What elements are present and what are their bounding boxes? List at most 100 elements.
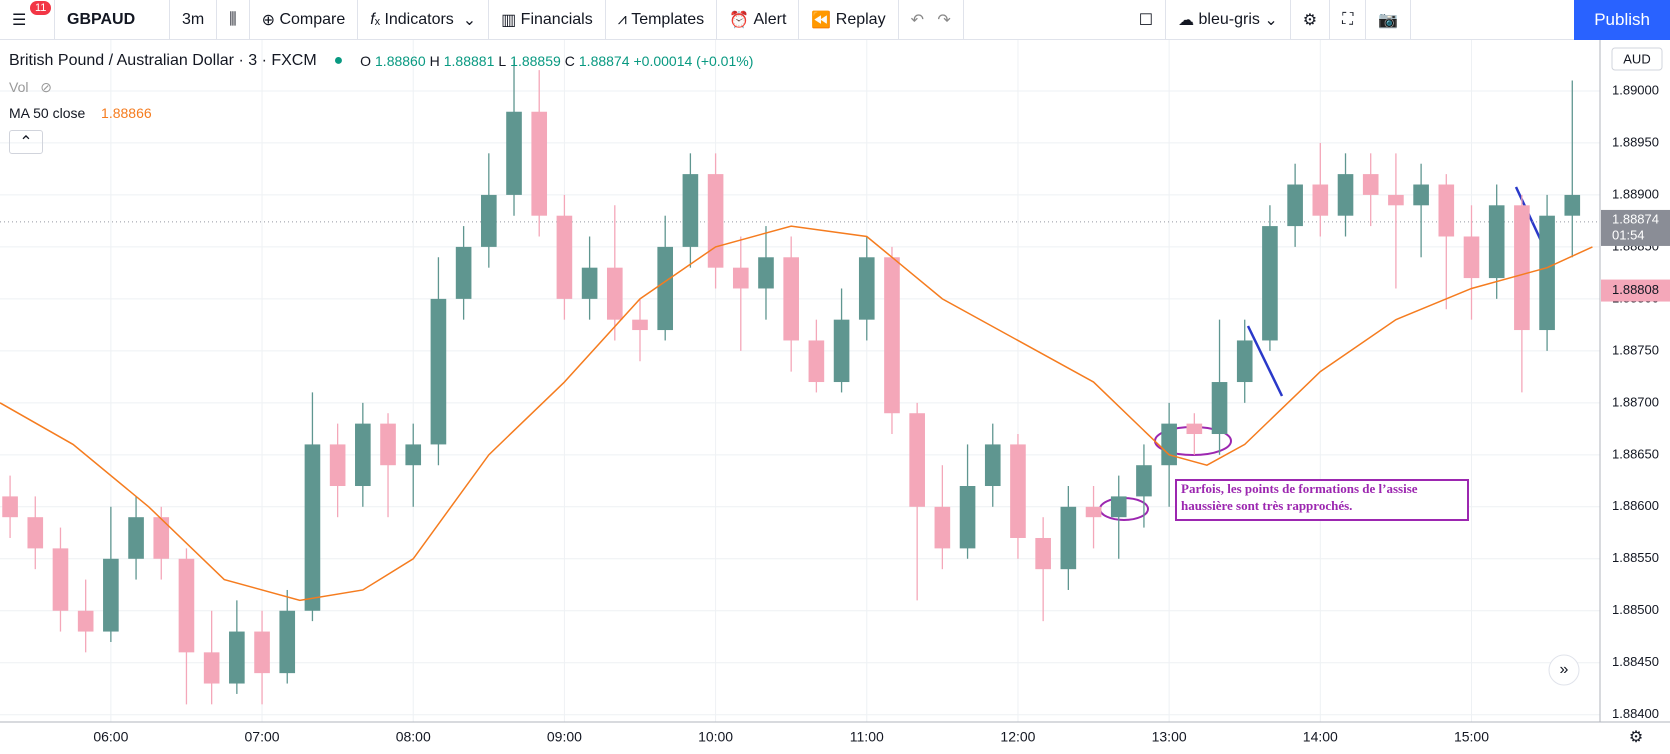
- ma-value: 1.88866: [101, 105, 152, 121]
- vol-label: Vol: [9, 79, 29, 95]
- x-tick-label: 15:00: [1454, 729, 1489, 745]
- candle-body: [1035, 537, 1051, 570]
- candle-body: [254, 631, 270, 674]
- candle-body: [77, 610, 94, 632]
- ma-price-box: [1601, 279, 1670, 302]
- candle-body: [203, 652, 220, 684]
- currency[interactable]: AUD: [1623, 51, 1650, 66]
- candle-body: [506, 111, 522, 195]
- replay[interactable]: ⏪ Replay: [799, 0, 899, 39]
- candle-body: [2, 496, 18, 518]
- candle-body: [934, 506, 951, 549]
- currency-button[interactable]: [1611, 47, 1663, 71]
- x-tick-label: 08:00: [396, 729, 431, 745]
- y-tick-label: 1.88500: [1612, 602, 1659, 617]
- legend-h-label: H: [429, 53, 440, 69]
- y-tick-label: 1.88550: [1612, 550, 1659, 565]
- legend-ma: MA 50 close 1.88866: [9, 100, 753, 126]
- undo-redo[interactable]: ↶ ↷: [899, 0, 964, 39]
- candle-body: [783, 257, 799, 341]
- legend-title: British Pound / Australian Dollar · 3 · …: [9, 52, 317, 69]
- candle-body: [707, 174, 724, 268]
- ma-label: MA 50 close: [9, 105, 86, 121]
- candle-body: [1010, 444, 1026, 538]
- collapse-button[interactable]: ⌃: [9, 130, 43, 154]
- publish[interactable]: Publish: [1574, 0, 1670, 40]
- scroll-button[interactable]: [1548, 654, 1580, 686]
- legend-c-label: C: [564, 53, 575, 69]
- y-tick-label: 1.88400: [1612, 706, 1659, 721]
- annotation-box: [1175, 479, 1469, 521]
- candle-body: [1539, 215, 1555, 331]
- snapshot[interactable]: 📷: [1366, 0, 1412, 39]
- badge: 11: [30, 1, 52, 15]
- candle-body: [27, 517, 44, 549]
- chart-style[interactable]: ⫼: [217, 0, 250, 39]
- alert[interactable]: ⏰ Alert: [717, 0, 800, 39]
- candle-body: [380, 423, 396, 466]
- y-tick-label: 1.88650: [1612, 446, 1659, 461]
- x-tick-label: 09:00: [547, 729, 582, 745]
- legend-main: British Pound / Australian Dollar · 3 · …: [9, 52, 754, 69]
- candle-body: [959, 486, 976, 549]
- templates[interactable]: ⩘ Templates: [606, 0, 718, 39]
- indicators-label[interactable]: Indicators: [384, 10, 454, 28]
- settings[interactable]: ⚙: [1291, 0, 1331, 39]
- symbol[interactable]: GBPAUD: [55, 0, 170, 39]
- candle-body: [556, 215, 573, 299]
- last-price-box: [1601, 209, 1670, 246]
- candle-body: [858, 257, 875, 320]
- candle-body: [52, 548, 69, 611]
- layout-label[interactable]: bleu-gris: [1198, 10, 1260, 28]
- candle-body: [758, 257, 774, 289]
- countdown-label: 01:54: [1612, 227, 1645, 242]
- legend: British Pound / Australian Dollar · 3 · …: [9, 48, 753, 154]
- compare-label[interactable]: Compare: [279, 10, 346, 28]
- layout[interactable]: ☁ bleu-gris ⌄: [1166, 0, 1291, 39]
- replay-label[interactable]: Replay: [835, 10, 886, 28]
- candle-body: [279, 610, 296, 674]
- candle-body: [581, 267, 598, 299]
- candle-body: [128, 517, 144, 559]
- fullscreen[interactable]: ⛶: [1330, 0, 1367, 39]
- legend-h: 1.88881: [443, 53, 495, 69]
- candle-body: [1488, 205, 1505, 279]
- candle-body: [1438, 184, 1455, 237]
- candle-body: [1085, 506, 1102, 518]
- candle-body: [1287, 184, 1303, 227]
- menu[interactable]: ☰ 11: [0, 0, 55, 39]
- candle-body: [1186, 423, 1203, 435]
- x-tick-label: 07:00: [245, 729, 280, 745]
- trend-line: [1246, 325, 1284, 397]
- candle-body: [1362, 174, 1379, 195]
- y-tick-label: 1.88900: [1612, 186, 1659, 201]
- candle-body: [1211, 382, 1228, 435]
- financials[interactable]: ▥ Financials: [489, 0, 606, 39]
- candle-body: [103, 558, 119, 632]
- candle-body: [455, 246, 472, 299]
- candle-body: [606, 267, 623, 320]
- layout-toggle[interactable]: ☐: [1127, 0, 1167, 39]
- legend-change: +0.00014 (+0.01%): [633, 53, 754, 69]
- alert-label[interactable]: Alert: [753, 10, 787, 28]
- x-tick-label: 10:00: [698, 729, 733, 745]
- candle-body: [1312, 184, 1329, 216]
- financials-label[interactable]: Financials: [520, 10, 593, 28]
- templates-label[interactable]: Templates: [631, 10, 705, 28]
- scroll-icon[interactable]: »: [1560, 661, 1569, 678]
- candle-body: [657, 246, 674, 331]
- x-tick-label: 12:00: [1000, 729, 1035, 745]
- interval[interactable]: 3m: [170, 0, 218, 39]
- candle-body: [732, 267, 749, 289]
- annotation-text: Parfois, les points de formations de l’a…: [1181, 481, 1418, 496]
- candle-body: [1236, 340, 1253, 383]
- y-tick-label: 1.89000: [1612, 82, 1659, 97]
- settings-icon[interactable]: ⚙: [1629, 729, 1643, 746]
- candle-body: [1262, 226, 1278, 341]
- legend-o-label: O: [360, 53, 372, 69]
- compare[interactable]: ⊕ Compare: [250, 0, 359, 39]
- annotation-text: haussière sont très rapprochés.: [1181, 498, 1352, 513]
